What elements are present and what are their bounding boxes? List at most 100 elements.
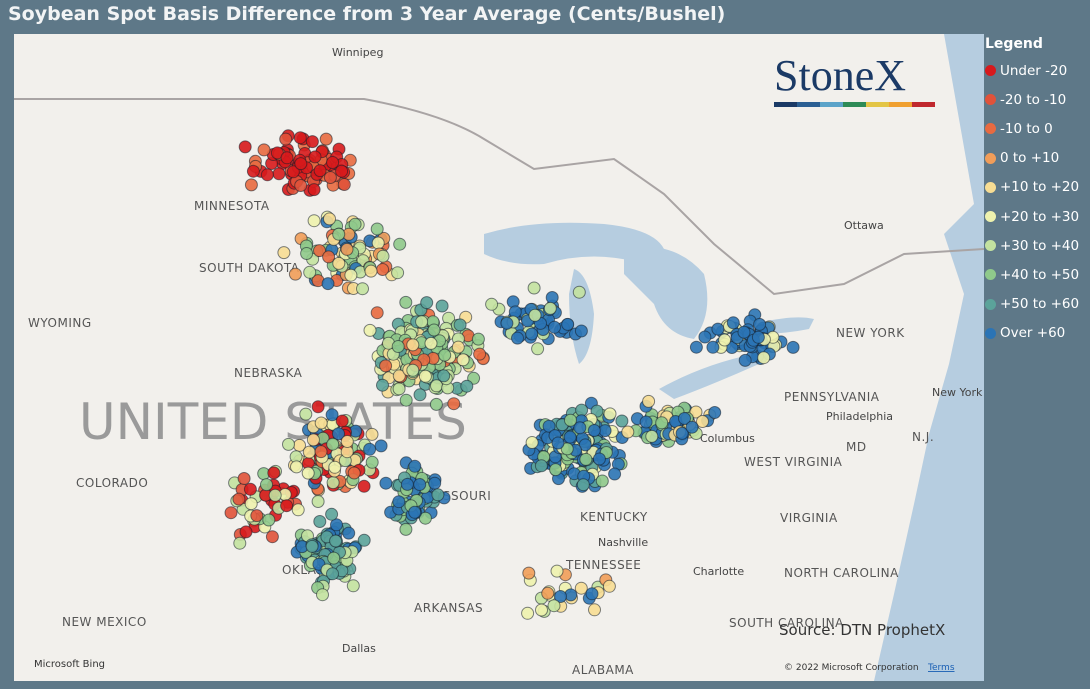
legend-label: -20 to -10	[1000, 91, 1067, 108]
location-dot	[685, 420, 699, 434]
location-dot	[621, 425, 635, 439]
location-dot	[340, 242, 354, 256]
location-dot	[379, 476, 393, 490]
legend-item[interactable]: Under -20	[985, 56, 1089, 85]
location-dot	[573, 421, 587, 435]
region-label: NEW YORK	[836, 326, 905, 340]
location-dot	[243, 482, 257, 496]
region-label: SOUTH CAROLINA	[729, 616, 844, 630]
legend-label: Under -20	[1000, 62, 1068, 79]
location-dot	[545, 291, 559, 304]
location-dot	[424, 336, 438, 350]
location-dot	[244, 178, 258, 192]
location-dot	[365, 427, 379, 441]
location-dot	[427, 323, 441, 337]
location-dot	[706, 340, 720, 354]
location-dot	[485, 297, 499, 311]
location-dot	[718, 333, 732, 347]
legend-item[interactable]: Over +60	[985, 319, 1089, 348]
lake-huron	[624, 246, 708, 339]
location-dot	[418, 511, 432, 525]
location-dot	[299, 407, 313, 421]
location-dot	[738, 353, 752, 367]
region-label: ARKANSAS	[414, 601, 483, 615]
location-dot	[376, 263, 390, 276]
logo-stripe	[889, 102, 912, 107]
location-dot	[453, 318, 467, 332]
region-label: COLORADO	[76, 476, 148, 490]
location-dot	[413, 478, 427, 491]
location-dot	[751, 330, 765, 344]
location-dot	[408, 459, 422, 473]
legend-item[interactable]: 0 to +10	[985, 144, 1089, 173]
location-dot	[307, 214, 321, 228]
legend-title: Legend	[985, 36, 1043, 52]
location-dot	[551, 436, 565, 450]
legend-item[interactable]: -20 to -10	[985, 85, 1089, 114]
location-dot	[277, 246, 291, 260]
location-dot	[689, 405, 703, 419]
location-dot	[342, 526, 356, 540]
location-dot	[313, 164, 327, 178]
location-dot	[325, 408, 339, 422]
location-dot	[602, 579, 616, 593]
location-dot	[588, 603, 601, 617]
location-dot	[348, 217, 362, 231]
location-dot	[726, 316, 740, 330]
legend-item[interactable]: -10 to 0	[985, 114, 1089, 143]
location-dot	[431, 488, 445, 502]
logo-stripe	[866, 102, 889, 107]
logo-stripe	[843, 102, 866, 107]
region-label: ALABAMA	[572, 663, 634, 677]
legend-item[interactable]: +30 to +40	[985, 231, 1089, 260]
legend-item[interactable]: +50 to +60	[985, 290, 1089, 319]
location-dot	[322, 250, 336, 264]
location-dot	[244, 497, 258, 511]
legend-item[interactable]: +10 to +20	[985, 173, 1089, 202]
lake-superior	[484, 222, 664, 265]
legend-swatch	[985, 65, 996, 77]
location-dot	[326, 437, 340, 451]
location-dot	[319, 132, 333, 146]
location-dot	[327, 551, 341, 565]
location-dot	[500, 316, 514, 330]
location-dot	[438, 348, 452, 362]
region-label: SOUTH DAKOTA	[199, 261, 300, 275]
location-dot	[435, 299, 449, 313]
terms-link[interactable]: Terms	[927, 663, 955, 673]
location-dot	[428, 476, 442, 490]
location-dot	[420, 296, 434, 310]
location-dot	[406, 363, 420, 377]
location-dot	[262, 513, 276, 527]
location-dot	[572, 285, 586, 299]
location-dot	[290, 460, 303, 474]
location-dot	[408, 505, 422, 519]
location-dot	[511, 331, 524, 345]
legend-item[interactable]: +40 to +50	[985, 260, 1089, 289]
location-dot	[323, 212, 336, 226]
location-dot	[237, 472, 251, 485]
logo-stripe	[774, 102, 797, 107]
region-label: NEW MEXICO	[62, 615, 147, 629]
location-dot	[587, 424, 601, 437]
location-dot	[316, 588, 329, 602]
legend-item[interactable]: +20 to +30	[985, 202, 1089, 231]
location-dot	[711, 322, 725, 336]
location-dot	[415, 315, 429, 329]
location-dot	[615, 414, 629, 428]
legend-label: +50 to +60	[1000, 296, 1080, 313]
city-label: Philadelphia	[826, 410, 893, 423]
location-dot	[340, 435, 354, 448]
location-dot	[392, 495, 406, 509]
location-dot	[535, 603, 548, 617]
location-dot	[268, 488, 282, 502]
location-dot	[531, 342, 545, 356]
location-dot	[326, 476, 340, 490]
location-dot	[321, 277, 335, 291]
attribution: Microsoft Bing	[34, 659, 105, 670]
location-dot	[363, 442, 377, 456]
location-dot	[332, 256, 346, 270]
location-dot	[391, 266, 405, 280]
location-dot	[314, 416, 328, 430]
